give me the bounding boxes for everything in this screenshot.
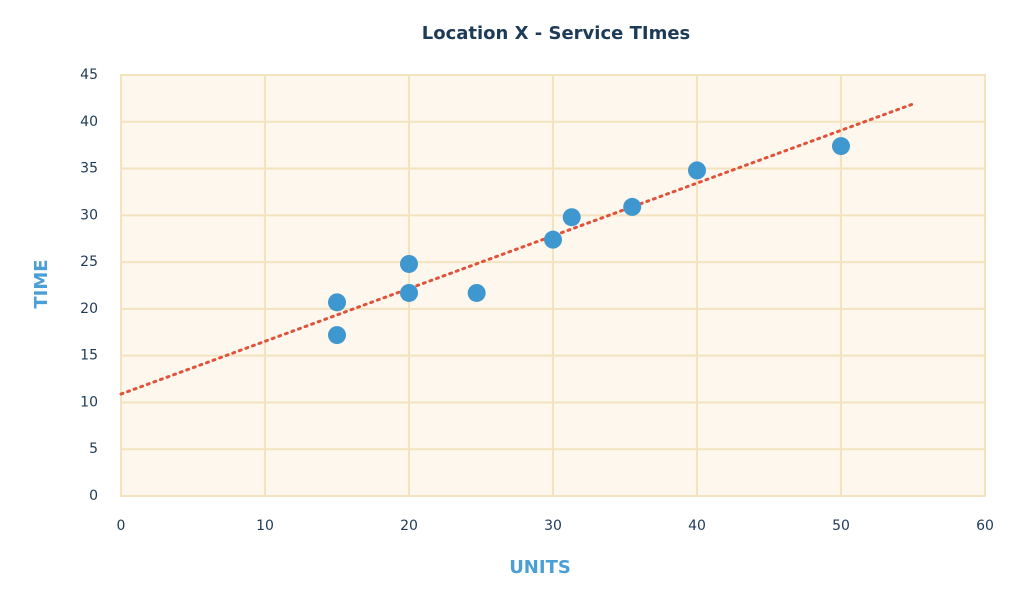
point [832, 137, 850, 156]
y-tick-label: 30 [80, 207, 98, 223]
y-tick-label: 20 [80, 301, 98, 317]
point [544, 230, 562, 249]
point [400, 283, 418, 302]
x-tick-label: 20 [400, 518, 418, 534]
y-tick-label: 10 [80, 394, 98, 410]
y-tick-label: 5 [89, 441, 98, 457]
y-axis-label: TIME [31, 259, 52, 308]
chart-title: Location X - Service TImes [422, 23, 691, 44]
point [688, 161, 706, 180]
x-tick-label: 0 [117, 518, 126, 534]
y-tick-label: 25 [80, 254, 98, 270]
point [467, 283, 486, 302]
point [400, 254, 418, 273]
x-tick-label: 60 [976, 518, 994, 534]
point [623, 197, 642, 216]
y-tick-label: 35 [80, 161, 98, 177]
y-tick-label: 0 [89, 488, 98, 504]
x-tick-label: 10 [256, 518, 274, 534]
trend-line [119, 102, 915, 396]
y-tick-label: 45 [80, 67, 98, 83]
x-axis-label: UNITS [509, 557, 571, 578]
x-tick-label: 50 [832, 518, 850, 534]
point [328, 326, 346, 345]
point [562, 208, 581, 227]
x-tick-label: 30 [544, 518, 562, 534]
y-tick-label: 40 [80, 114, 98, 130]
point [328, 293, 346, 312]
y-tick-label: 15 [80, 348, 98, 364]
x-tick-label: 40 [688, 518, 706, 534]
